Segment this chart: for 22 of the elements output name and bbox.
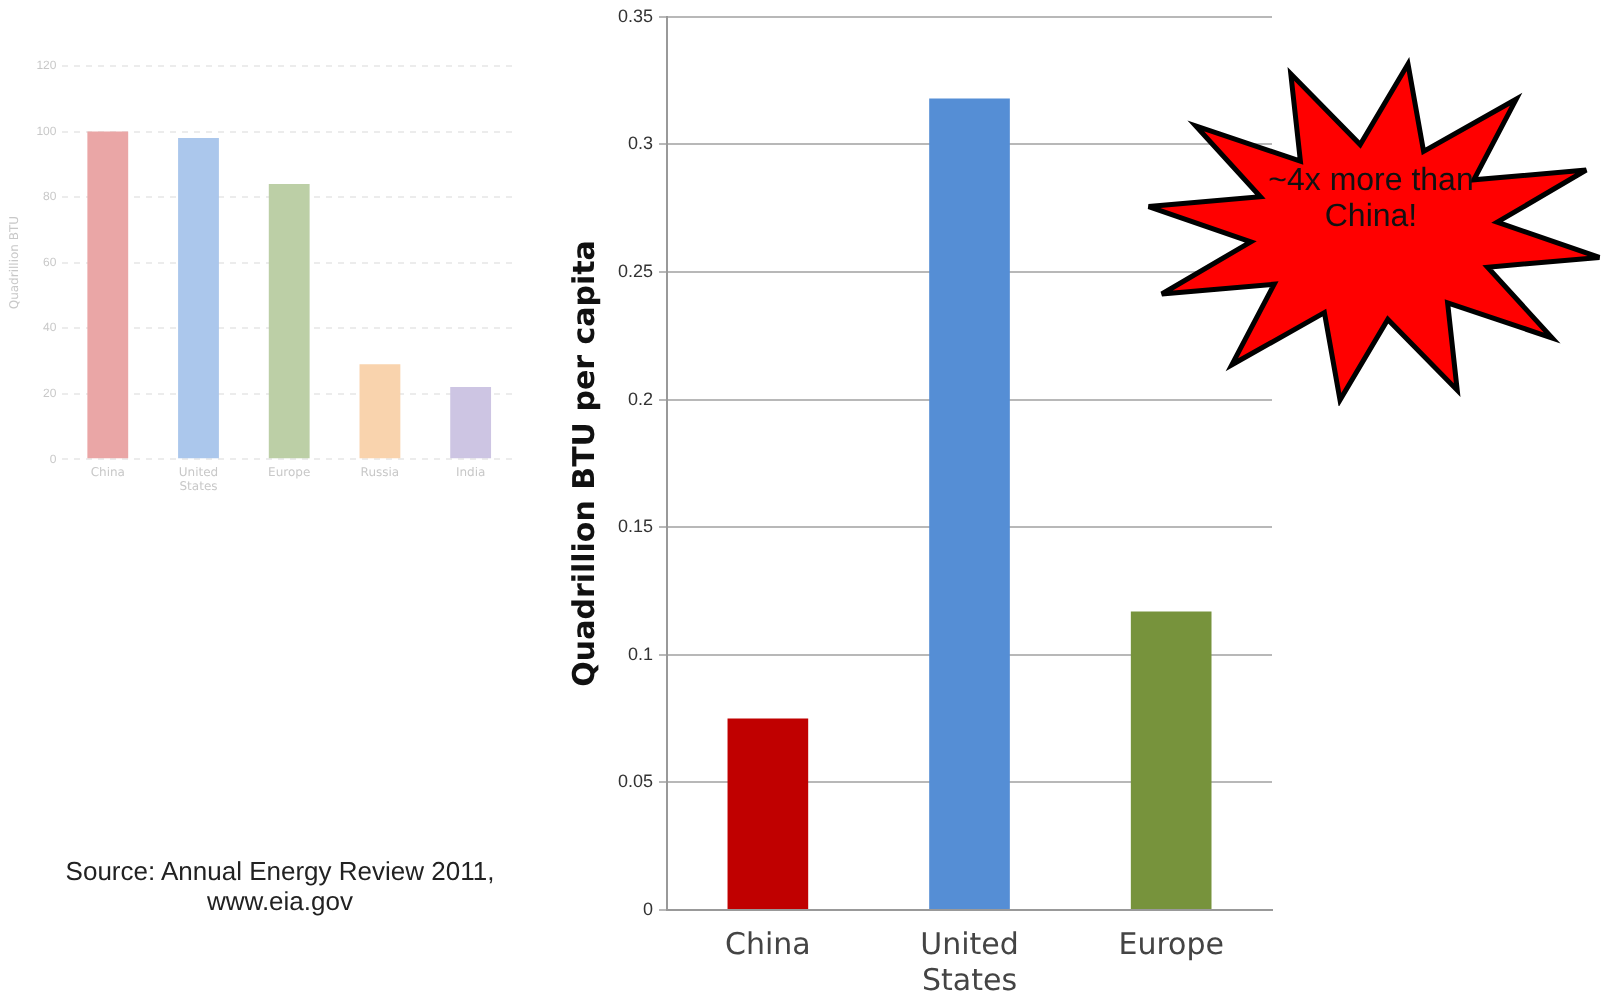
annotation: ~4x more than China! [1266, 164, 1476, 236]
y-axis-title: Quadrillion BTU per capita [565, 240, 602, 687]
source-note: Source: Annual Energy Review 2011, www.eia.gov [63, 856, 497, 916]
x-tick-label: China [725, 925, 811, 962]
bar [1130, 611, 1212, 909]
bar [268, 183, 310, 459]
bar [359, 364, 401, 459]
y-tick-label: 0.15 [617, 516, 654, 537]
bar [727, 718, 809, 909]
y-tick-label: 0.3 [628, 133, 654, 154]
x-tick-label: United States [920, 925, 1019, 998]
y-tick-label: 0.1 [628, 643, 654, 664]
bar [178, 138, 219, 459]
bar [87, 131, 129, 459]
x-tick-label: Europe [1118, 925, 1224, 962]
y-tick-label: 0.05 [617, 771, 654, 792]
y-tick-label: 0.2 [628, 388, 654, 409]
bar [450, 387, 492, 459]
y-tick-label: 0.25 [617, 260, 654, 281]
y-tick-label: 0 [643, 898, 654, 919]
bar [929, 98, 1010, 909]
y-tick-label: 0.35 [617, 5, 654, 26]
